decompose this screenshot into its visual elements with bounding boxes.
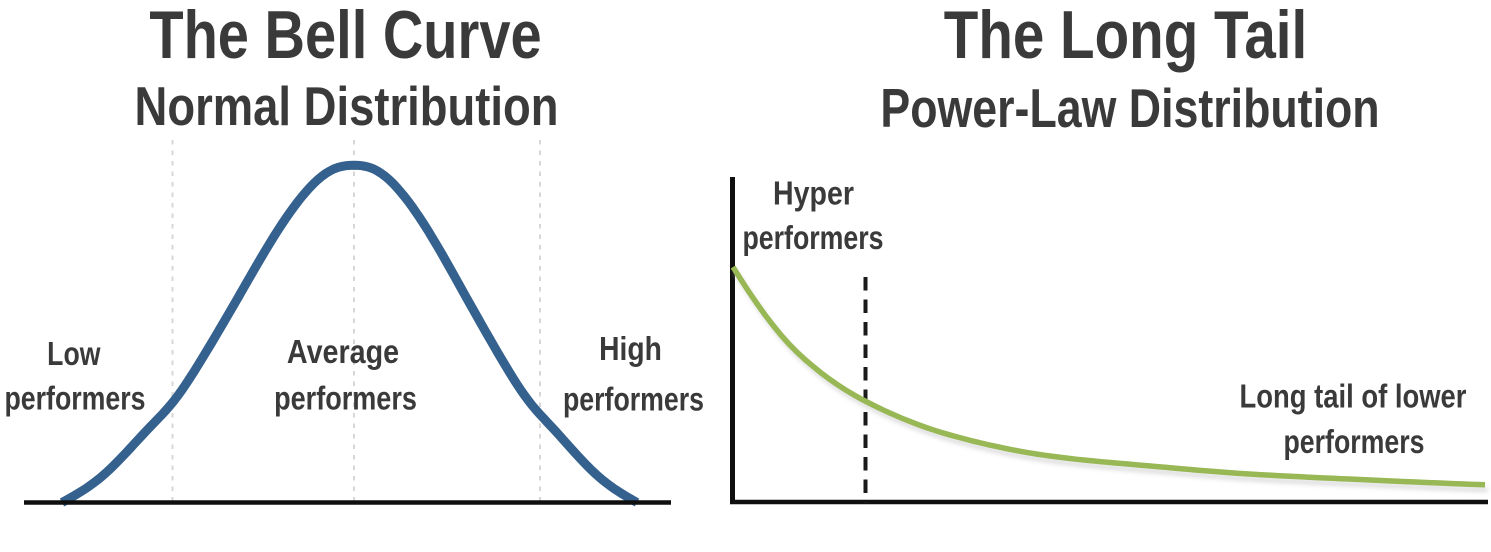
svg-text:performers: performers xyxy=(742,220,883,256)
svg-text:performers: performers xyxy=(4,381,145,417)
svg-text:Power-Law Distribution: Power-Law Distribution xyxy=(880,78,1379,139)
svg-text:The Bell Curve: The Bell Curve xyxy=(149,0,541,73)
svg-text:The Long Tail: The Long Tail xyxy=(944,0,1307,73)
svg-text:High: High xyxy=(599,330,662,368)
svg-text:performers: performers xyxy=(274,381,417,417)
svg-text:performers: performers xyxy=(1283,424,1424,460)
svg-text:performers: performers xyxy=(563,382,704,418)
svg-text:Normal Distribution: Normal Distribution xyxy=(135,75,559,137)
svg-text:Hyper: Hyper xyxy=(773,175,854,212)
svg-text:Low: Low xyxy=(47,336,101,372)
svg-text:Average: Average xyxy=(287,333,399,370)
svg-text:Long tail of lower: Long tail of lower xyxy=(1240,379,1467,415)
